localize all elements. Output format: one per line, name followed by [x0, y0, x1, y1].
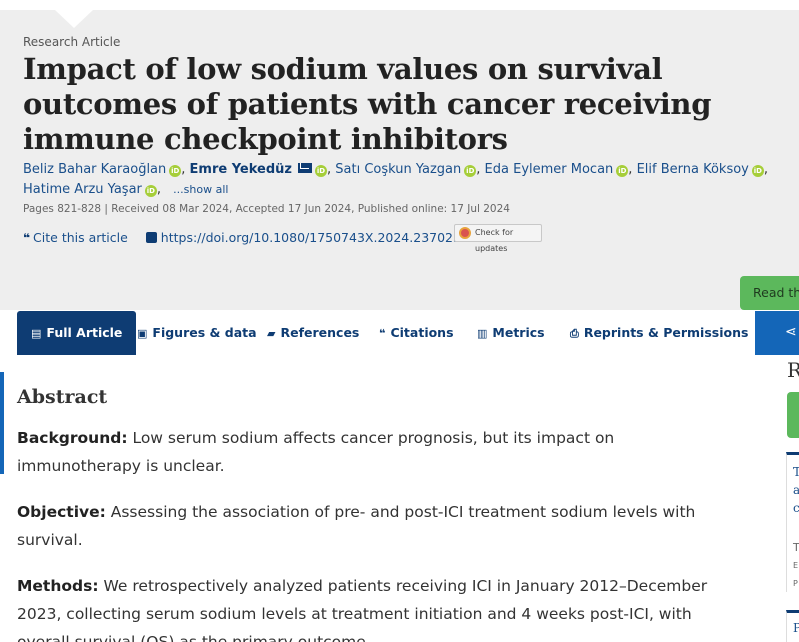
author-link[interactable]: Beliz Bahar Karaoğlan iD: [23, 162, 182, 177]
abstract-heading: Abstract: [17, 386, 108, 408]
sidebar-heading: R: [787, 358, 799, 382]
card-title-fragment[interactable]: T: [793, 465, 799, 479]
print-icon: ⎙: [570, 327, 579, 340]
abstract-objective: Objective: Assessing the association of …: [17, 498, 737, 554]
image-icon: ▣: [137, 327, 148, 340]
email-icon[interactable]: [298, 163, 312, 173]
doi-link[interactable]: https://doi.org/10.1080/1750743X.2024.23…: [145, 230, 469, 245]
orcid-icon[interactable]: iD: [751, 165, 764, 177]
section-indicator: [0, 372, 4, 474]
card-meta-fragment: E: [793, 561, 799, 570]
tab-label: Figures & data: [152, 325, 257, 340]
header-notch: [55, 10, 93, 28]
abstract-background: Background: Low serum sodium affects can…: [17, 424, 737, 480]
tab-figures-data[interactable]: ▣ Figures & data: [137, 311, 257, 355]
doi-text[interactable]: https://doi.org/10.1080/1750743X.2024.23…: [160, 230, 469, 245]
card-title-fragment[interactable]: c: [793, 501, 799, 515]
tab-label: Full Article: [46, 325, 123, 340]
article-header: [0, 10, 799, 310]
author-link[interactable]: Hatime Arzu Yaşar iD: [23, 182, 157, 197]
author-link[interactable]: Eda Eylemer Mocan iD: [485, 162, 629, 177]
author-name[interactable]: Satı Coşkun Yazgan: [335, 162, 462, 177]
show-all-authors-link[interactable]: ...show all: [173, 183, 229, 196]
tab-reprints-permissions[interactable]: ⎙ Reprints & Permissions: [570, 311, 748, 355]
card-meta-fragment: P: [793, 579, 798, 588]
section-text: Assessing the association of pre- and po…: [17, 503, 696, 549]
sidebar-related-card[interactable]: P: [786, 610, 799, 642]
orcid-icon[interactable]: iD: [616, 165, 629, 177]
orcid-icon[interactable]: iD: [169, 165, 182, 177]
article-title: Impact of low sodium values on survival …: [23, 52, 712, 156]
publication-info: Pages 821-828 | Received 08 Mar 2024, Ac…: [23, 203, 510, 215]
section-text: We retrospectively analyzed patients rec…: [17, 577, 708, 642]
author-name[interactable]: Hatime Arzu Yaşar: [23, 182, 142, 197]
tab-references[interactable]: ▰ References: [267, 311, 359, 355]
author-name[interactable]: Emre Yekedüz: [189, 162, 292, 177]
author-list: Beliz Bahar Karaoğlan iD, Emre Yekedüz iD,…: [23, 162, 768, 197]
orcid-icon[interactable]: iD: [315, 165, 327, 177]
cite-label[interactable]: Cite this article: [33, 230, 128, 245]
author-name[interactable]: Eda Eylemer Mocan: [484, 162, 614, 177]
tab-label: Citations: [390, 325, 454, 340]
sidebar-related-card[interactable]: T a c T E P: [786, 452, 799, 592]
author-link[interactable]: Emre Yekedüz iD: [190, 162, 327, 177]
section-label: Methods:: [17, 577, 99, 595]
section-label: Background:: [17, 429, 128, 447]
crossmark-icon: [459, 227, 471, 239]
card-meta-fragment: T: [793, 541, 799, 554]
abstract-section: Abstract Background: Low serum sodium af…: [17, 386, 737, 642]
bar-chart-icon: ▥: [477, 327, 488, 340]
share-button[interactable]: [755, 311, 799, 355]
check-for-updates-button[interactable]: Check for updates: [454, 224, 542, 253]
orcid-icon[interactable]: iD: [144, 185, 157, 197]
tab-label: Metrics: [492, 325, 545, 340]
author-link[interactable]: Elif Berna Köksoy iD: [637, 162, 764, 177]
tab-metrics[interactable]: ▥ Metrics: [477, 311, 545, 355]
tab-full-article[interactable]: ▤ Full Article: [17, 311, 137, 355]
article-type: Research Article: [23, 35, 121, 49]
tab-label: Reprints & Permissions: [583, 325, 749, 340]
card-title-fragment[interactable]: a: [793, 483, 799, 497]
read-article-button[interactable]: Read th: [740, 276, 799, 310]
author-name[interactable]: Elif Berna Köksoy: [636, 162, 749, 177]
author-name[interactable]: Beliz Bahar Karaoğlan: [23, 162, 167, 177]
abstract-methods: Methods: We retrospectively analyzed pat…: [17, 572, 737, 642]
quote-icon: ❝: [379, 327, 386, 340]
orcid-icon[interactable]: iD: [464, 165, 477, 177]
sidebar-green-button[interactable]: [787, 392, 799, 438]
quote-icon: ❝: [23, 231, 31, 245]
article-links: ❝ Cite this article https://doi.org/10.10…: [23, 230, 483, 245]
card-title-fragment[interactable]: P: [793, 621, 799, 635]
author-link[interactable]: Satı Coşkun Yazgan iD: [335, 162, 477, 177]
section-text: Low serum sodium affects cancer prognosi…: [17, 429, 615, 475]
cite-article-link[interactable]: ❝ Cite this article: [23, 230, 128, 245]
book-icon: ▰: [267, 327, 276, 340]
tab-citations[interactable]: ❝ Citations: [379, 311, 454, 355]
section-label: Objective:: [17, 503, 106, 521]
external-link-icon: [145, 232, 157, 243]
tab-label: References: [280, 325, 360, 340]
check-updates-label: Check for updates: [475, 228, 514, 253]
file-icon: ▤: [31, 327, 42, 340]
